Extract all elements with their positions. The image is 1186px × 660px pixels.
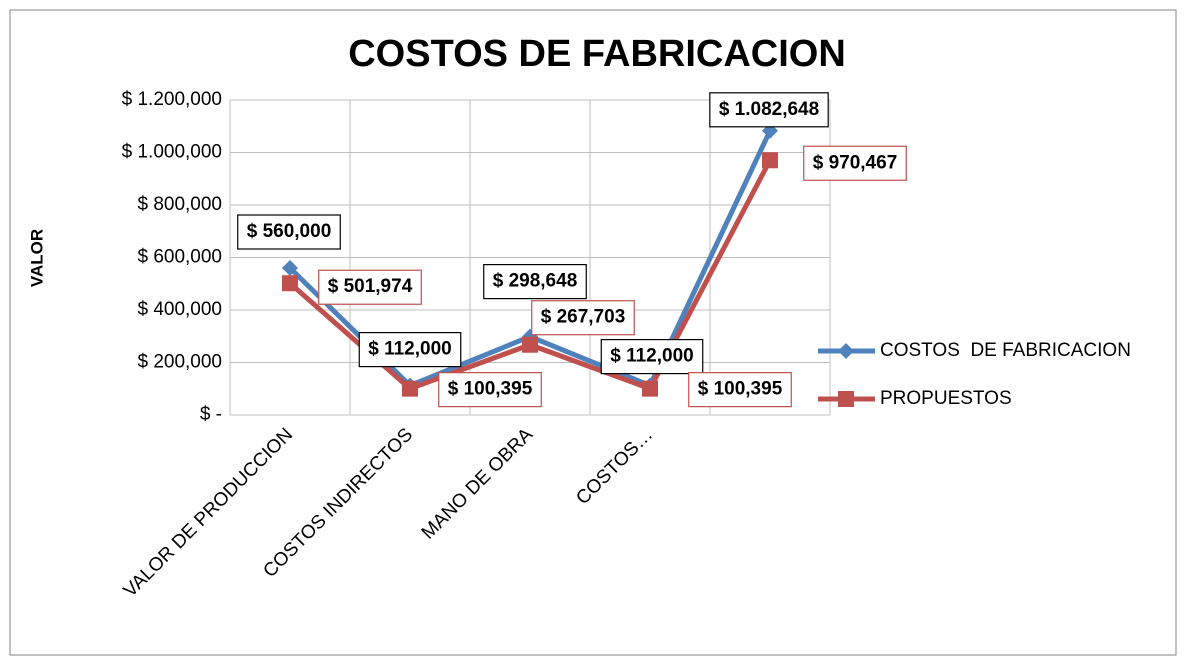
y-tick-label: $ 400,000: [137, 299, 222, 320]
data-label-group: $ 112,000: [358, 332, 462, 368]
data-label-group: $ 112,000: [600, 339, 704, 375]
data-label-box: [237, 214, 341, 250]
data-label: $ 100,395: [698, 379, 783, 400]
data-label-group: $ 267,703: [531, 300, 635, 336]
data-label-box: [358, 332, 462, 368]
data-label-group: $ 1.082,648: [709, 92, 829, 128]
point-marker: [402, 380, 418, 397]
y-tick-label: $ 800,000: [137, 194, 222, 215]
data-label-box: [803, 145, 907, 181]
data-label: $ 112,000: [368, 339, 451, 360]
data-label-box: [531, 300, 635, 336]
y-tick-label: $ -: [200, 404, 222, 425]
y-tick-label: $ 600,000: [137, 247, 222, 268]
data-label-group: $ 970,467: [803, 145, 907, 181]
y-tick-label: $ 1.000,000: [122, 142, 222, 163]
point-marker: [642, 380, 658, 397]
data-label-box: [483, 264, 587, 300]
legend-label: COSTOS DE FABRICACION: [880, 340, 1131, 361]
data-label-box: [438, 372, 542, 408]
data-label: $ 501,974: [328, 276, 413, 297]
point-marker: [762, 152, 778, 169]
data-label-box: [318, 269, 422, 305]
data-label-box: [688, 372, 792, 408]
point-marker: [282, 260, 298, 276]
point-marker: [282, 275, 298, 292]
data-label-group: $ 100,395: [688, 372, 792, 408]
data-label: $ 112,000: [610, 346, 693, 367]
data-label: $ 1.082,648: [719, 99, 819, 120]
data-label-group: $ 560,000: [237, 214, 341, 250]
legend-swatch-marker: [838, 343, 854, 359]
data-label: $ 267,703: [541, 307, 626, 328]
legend-label: PROPUESTOS: [880, 388, 1012, 409]
data-label: $ 100,395: [448, 379, 533, 400]
y-tick-label: $ 1.200,000: [122, 89, 222, 110]
data-label-group: $ 501,974: [318, 269, 422, 305]
chart-title: COSTOS DE FABRICACION: [348, 33, 846, 75]
data-label: $ 298,648: [493, 271, 578, 292]
legend-swatch-marker: [838, 391, 854, 407]
data-label: $ 560,000: [247, 221, 332, 242]
data-label-group: $ 298,648: [483, 264, 587, 300]
data-label-group: $ 100,395: [438, 372, 542, 408]
y-tick-label: $ 200,000: [137, 352, 222, 373]
point-marker: [522, 336, 538, 353]
data-label-box: [709, 92, 829, 128]
y-axis-label: VALOR: [27, 229, 46, 287]
data-label: $ 970,467: [813, 152, 898, 173]
data-label-box: [600, 339, 704, 375]
